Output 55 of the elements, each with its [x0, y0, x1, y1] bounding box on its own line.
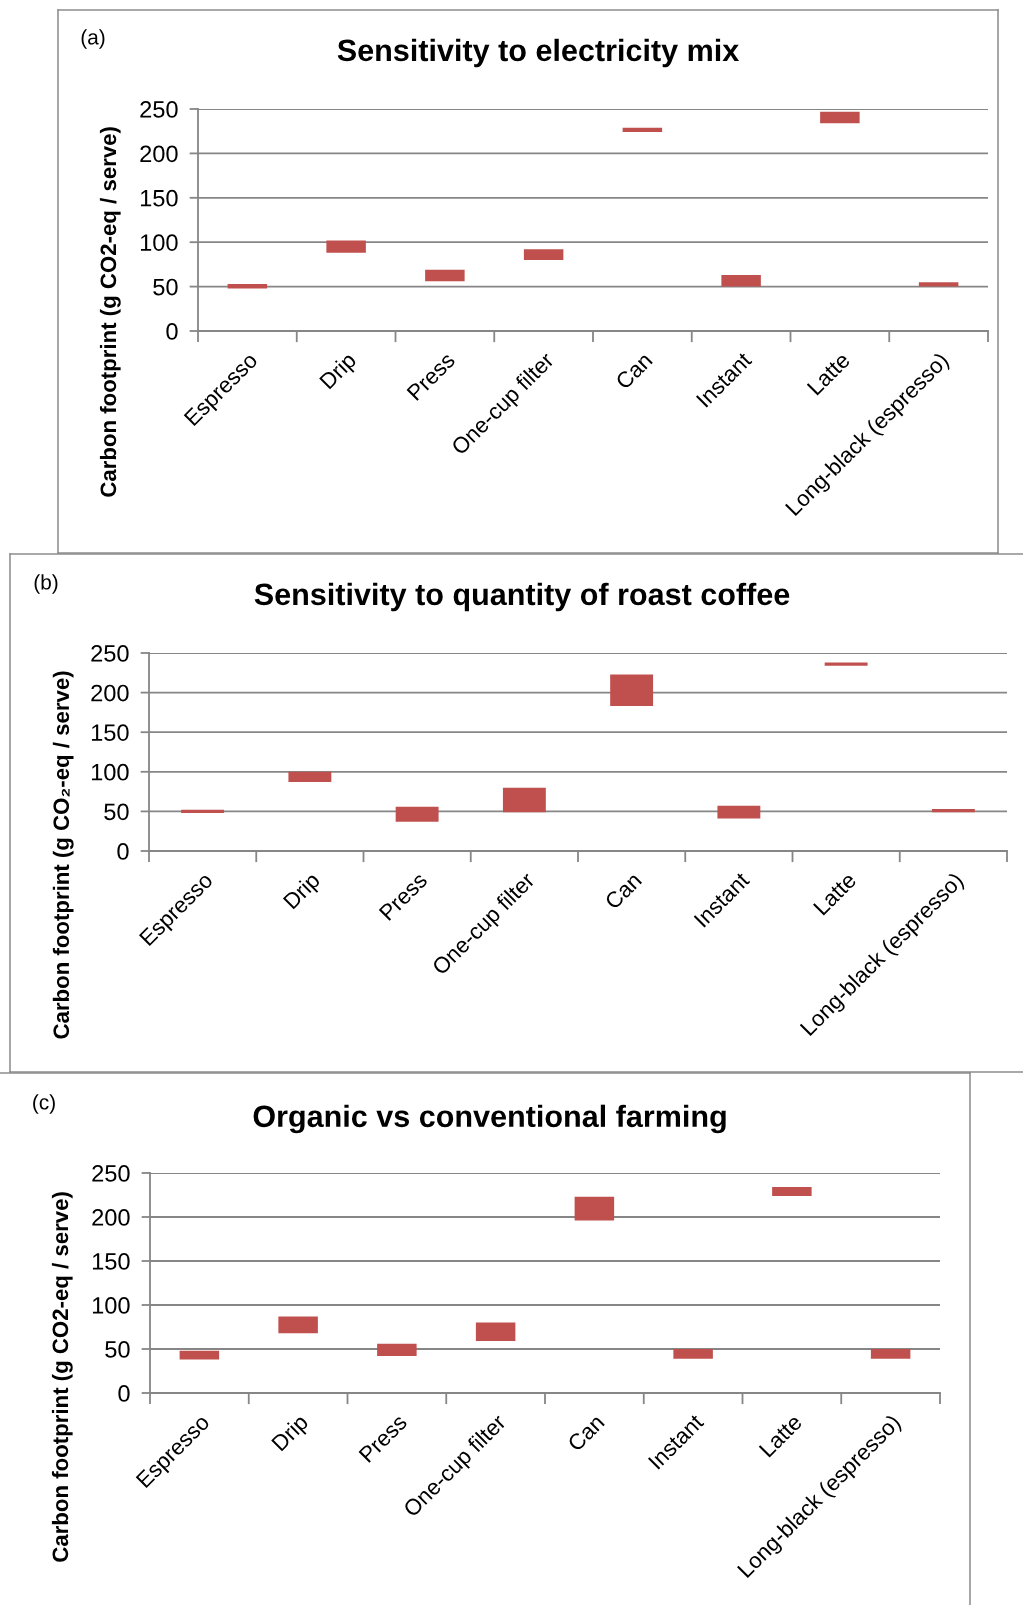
bar: [425, 269, 465, 282]
y-tick-label: 150: [91, 724, 129, 741]
y-tick-label: 0: [166, 323, 178, 340]
bar: [377, 1343, 417, 1357]
y-tick-label: 200: [140, 145, 178, 163]
y-tick-label: 250: [92, 1165, 130, 1182]
y-tick-label: 100: [92, 1297, 130, 1314]
x-tick-label: Can: [566, 1413, 605, 1453]
bar: [824, 662, 868, 666]
y-tick-label: 200: [92, 1209, 130, 1226]
chart-title: Sensitivity to quantity of roast coffee: [254, 582, 790, 612]
y-tick-label: 250: [91, 645, 129, 662]
bar: [610, 674, 654, 707]
y-tick-label: 0: [117, 843, 129, 860]
bar: [288, 771, 332, 783]
bar: [772, 1187, 812, 1196]
bar: [870, 1349, 911, 1359]
text: (c): [33, 1094, 55, 1114]
x-tick-label: Drip: [270, 1413, 313, 1455]
chart-title: Organic vs conventional farming: [253, 1104, 726, 1134]
bar: [395, 806, 439, 822]
x-tick-label: Can: [614, 351, 653, 391]
y-axis-title: Carbon footprint (g CO2-eq / serve): [51, 1192, 73, 1562]
chart-title: Sensitivity to electricity mix: [337, 38, 740, 68]
y-tick-label: 50: [104, 803, 129, 821]
y-axis-title: Carbon footprint (g CO2-eq / serve): [99, 127, 121, 497]
bar: [502, 787, 546, 813]
bar: [523, 249, 564, 260]
bar: [673, 1349, 713, 1359]
y-tick-label: 50: [153, 278, 178, 296]
bar: [475, 1322, 516, 1342]
x-tick-label: Drip: [282, 871, 324, 913]
bar: [820, 111, 860, 124]
y-tick-label: 100: [140, 234, 178, 251]
y-tick-label: 150: [140, 189, 178, 207]
bar: [721, 275, 761, 287]
bar: [918, 282, 959, 287]
x-tick-label: Drip: [318, 351, 361, 393]
y-tick-label: 0: [118, 1385, 130, 1402]
text: (b): [34, 574, 58, 594]
bar: [326, 240, 366, 253]
bar: [278, 1316, 318, 1334]
bar: [931, 809, 975, 813]
y-axis-title: Carbon footprint (g CO₂-eq / serve): [52, 671, 74, 1039]
y-tick-label: 250: [140, 101, 178, 118]
bar: [179, 1350, 220, 1360]
y-tick-label: 50: [105, 1341, 130, 1358]
text: (a): [81, 29, 105, 49]
y-tick-label: 100: [91, 763, 129, 781]
bar: [717, 805, 761, 819]
bar: [181, 809, 225, 813]
y-tick-label: 200: [91, 684, 129, 702]
y-tick-label: 150: [92, 1253, 130, 1270]
x-tick-label: Can: [604, 871, 643, 911]
bar: [574, 1196, 615, 1221]
